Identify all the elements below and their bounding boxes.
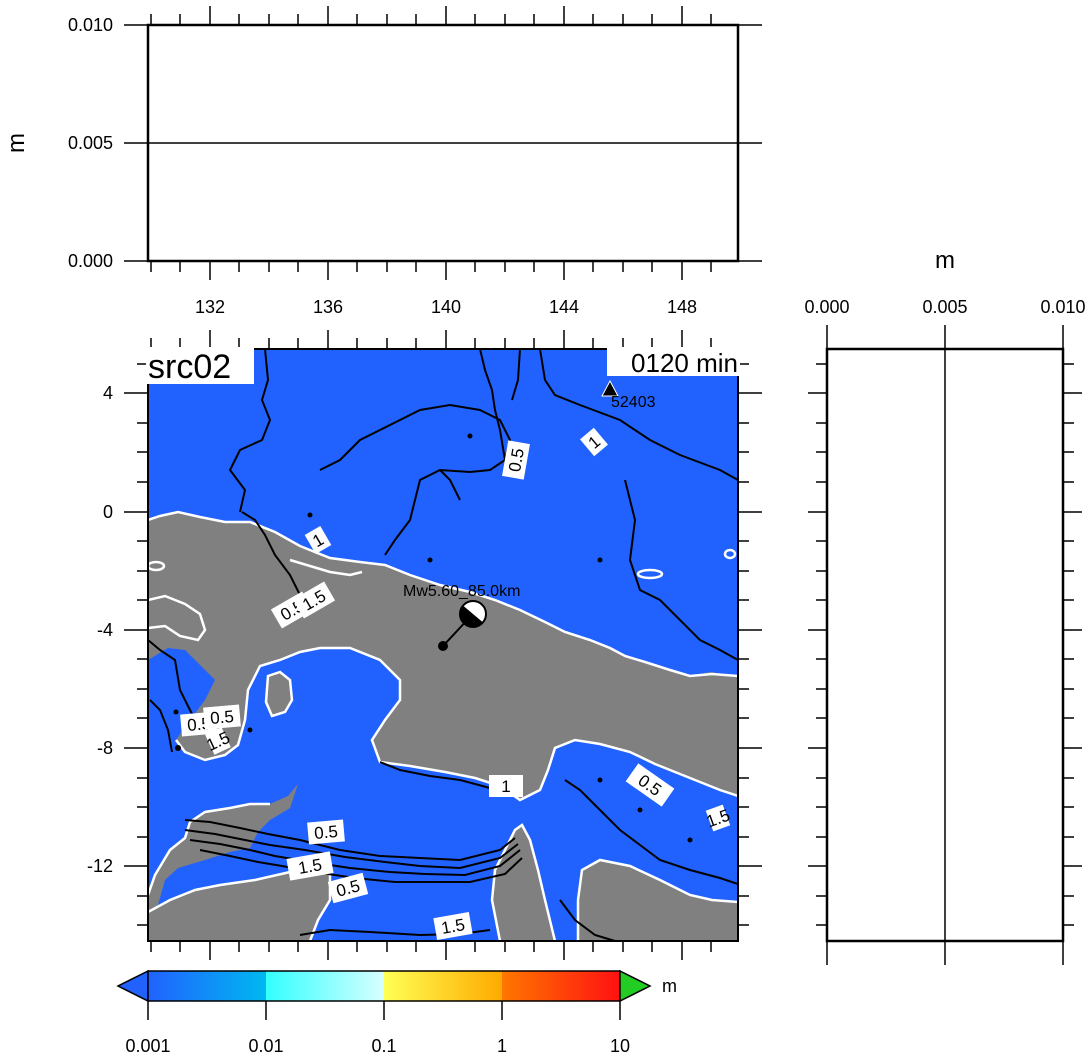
colorbar-segment-2 [266, 971, 384, 1001]
top-panel-lower-ticks [150, 261, 712, 280]
right-x-tick-0010: 0.010 [1040, 297, 1085, 317]
colorbar-tick-001: 0.01 [248, 1036, 283, 1056]
lon-tick-144: 144 [549, 297, 579, 317]
top-y-tick-0000: 0.000 [68, 251, 113, 271]
lat-tick-0: 0 [103, 502, 113, 522]
station-label: 52403 [611, 394, 656, 411]
top-panel-upper-ticks [150, 6, 712, 25]
right-panel-lat-ticks [808, 363, 1082, 926]
australia-land [148, 784, 298, 941]
epicenter-marker[interactable] [438, 600, 487, 651]
colorbar-tick-01: 0.1 [371, 1036, 396, 1056]
time-label: 0120 min [631, 348, 738, 378]
map-frame [147, 348, 739, 942]
top-y-axis-label: m [3, 133, 30, 153]
north-east-land [690, 672, 738, 696]
contour-label: 0.5 [313, 822, 338, 843]
map-title-box [146, 347, 254, 384]
colorbar-tick-10: 10 [610, 1036, 630, 1056]
colorbar-tick-1: 1 [497, 1036, 507, 1056]
event-label: Mw5.60_85.0km [403, 583, 520, 600]
colorbar-under-triangle [116, 969, 149, 1003]
lat-tick-minus12: -12 [87, 856, 113, 876]
southwest-land [148, 860, 330, 941]
right-x-tick-0005: 0.005 [922, 297, 967, 317]
colorbar-segment-3 [384, 971, 502, 1001]
colorbar-tick-0001: 0.001 [125, 1036, 170, 1056]
map-title: src02 [148, 348, 231, 386]
map-lat-ticks [124, 363, 762, 926]
top-y-tick-0010: 0.010 [68, 15, 113, 35]
contour-label: 0.5 [209, 707, 234, 728]
cape-york-land [492, 825, 555, 941]
colorbar: m 0.001 0.01 0.1 1 10 [116, 969, 677, 1056]
station-marker[interactable] [601, 379, 619, 397]
contour-specks [173, 433, 693, 843]
lon-tick-132: 132 [195, 297, 225, 317]
contour-label: 1 [501, 777, 510, 796]
top-panel: 0.010 0.005 0.000 m [3, 6, 762, 317]
colorbar-segment-4 [502, 971, 620, 1001]
lat-tick-4: 4 [103, 383, 113, 403]
colorbar-segment-1 [148, 971, 266, 1001]
map-panel: 4 0 -4 -8 -12 src02 0120 min 52403 Mw5.6… [87, 330, 762, 960]
lon-tick-136: 136 [313, 297, 343, 317]
right-panel: m 0.000 0.005 0.010 [804, 247, 1086, 965]
small-island-land [266, 672, 292, 716]
contour-label: 0.5 [505, 447, 528, 474]
lon-tick-148: 148 [667, 297, 697, 317]
time-label-box [607, 347, 740, 376]
right-x-tick-0000: 0.000 [804, 297, 849, 317]
right-x-axis-label: m [935, 247, 955, 274]
lat-tick-minus8: -8 [97, 738, 113, 758]
top-y-tick-0005: 0.005 [68, 133, 113, 153]
lon-tick-140: 140 [431, 297, 461, 317]
contour-label: 1.5 [297, 855, 324, 878]
lat-tick-minus4: -4 [97, 620, 113, 640]
colorbar-over-triangle [619, 969, 652, 1003]
contour-label: 1.5 [440, 915, 467, 938]
southeast-land [578, 860, 738, 941]
west-island-land [148, 596, 205, 640]
colorbar-unit: m [662, 976, 677, 996]
